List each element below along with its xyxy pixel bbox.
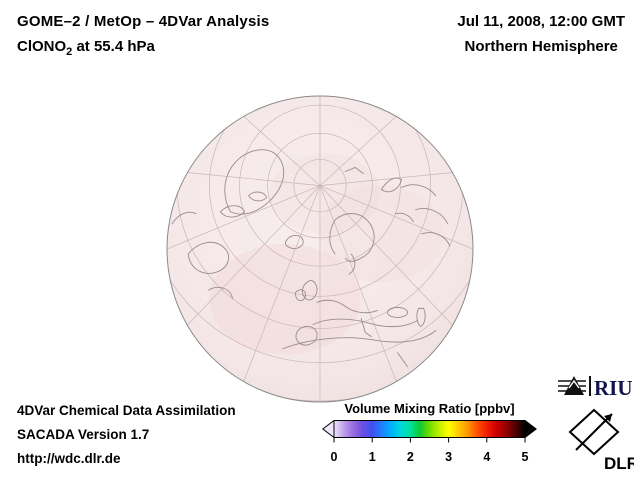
footer-line-url: http://wdc.dlr.de <box>17 451 121 466</box>
colorbar-tick-label: 2 <box>406 450 414 464</box>
region-label: Northern Hemisphere <box>464 38 618 55</box>
riu-wordmark: RIU <box>594 376 632 400</box>
header-left: GOME–2 / MetOp – 4DVar Analysis ClONO2 a… <box>17 13 269 58</box>
colorbar-tick-label: 4 <box>483 450 491 464</box>
colorbar-left-arrow <box>321 419 335 439</box>
riu-divider <box>589 376 591 396</box>
dlr-wordmark: DLR <box>604 454 634 473</box>
header-right: Jul 11, 2008, 12:00 GMT Northern Hemisph… <box>457 13 625 55</box>
footer-line-version: SACADA Version 1.7 <box>17 427 150 442</box>
colorbar-tick-label: 1 <box>368 450 376 464</box>
plot-title: GOME–2 / MetOp – 4DVar Analysis <box>17 13 270 30</box>
compound-subscript: 2 <box>66 46 73 58</box>
dlr-diamond-icon <box>568 408 620 456</box>
colorbar: Volume Mixing Ratio [ppbv] 0 1 2 3 4 5 <box>321 401 538 464</box>
colorbar-tick-label: 0 <box>330 450 338 464</box>
plot-subtitle: ClONO2 at 55.4 hPa <box>17 38 269 58</box>
compound-name: ClONO <box>17 38 67 55</box>
footer-left: 4DVar Chemical Data Assimilation SACADA … <box>17 403 236 475</box>
dlr-logo: DLR <box>568 408 634 473</box>
globe-map <box>166 95 474 403</box>
colorbar-tick-labels: 0 1 2 3 4 5 <box>322 450 537 464</box>
colorbar-scale <box>321 419 538 443</box>
coastlines <box>171 149 451 368</box>
colorbar-gradient-bar <box>333 420 526 438</box>
colorbar-tick-label: 5 <box>521 450 529 464</box>
globe-outline <box>166 95 474 403</box>
colorbar-title: Volume Mixing Ratio [ppbv] <box>344 401 515 416</box>
riu-mountain-icon <box>558 376 586 395</box>
footer-line-assimilation: 4DVar Chemical Data Assimilation <box>17 403 236 418</box>
riu-logo: RIU <box>558 376 632 400</box>
colorbar-right-arrow <box>524 419 538 439</box>
pressure-level: at 55.4 hPa <box>72 38 155 55</box>
mixing-ratio-shading <box>209 153 443 355</box>
colorbar-tick-label: 3 <box>445 450 453 464</box>
colorbar-tick-marks <box>333 438 526 443</box>
datetime-label: Jul 11, 2008, 12:00 GMT <box>457 13 625 30</box>
